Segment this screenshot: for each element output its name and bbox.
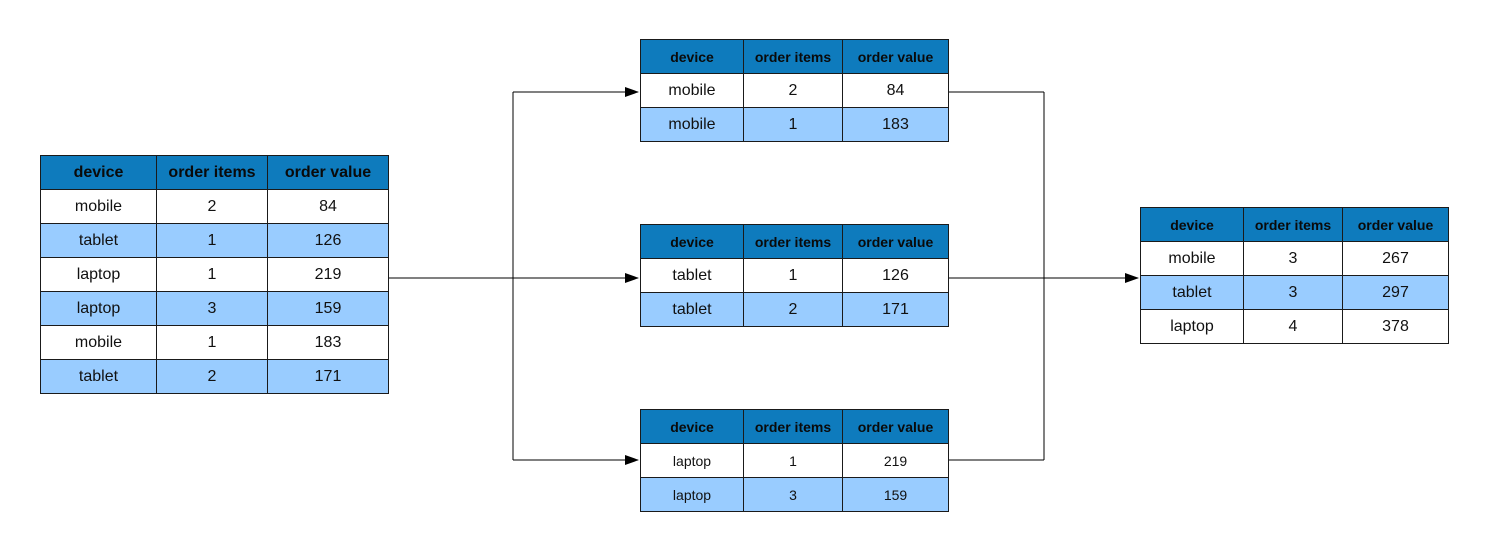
table-row: tablet 2 171 <box>40 359 389 394</box>
table-row: mobile 2 84 <box>40 189 389 224</box>
table-cell: 3 <box>156 291 268 326</box>
table-row: laptop 3 159 <box>640 477 949 512</box>
table-row: tablet 1 126 <box>40 223 389 258</box>
table-cell: 219 <box>842 443 949 478</box>
column-header: device <box>1140 207 1244 242</box>
header-row: device order items order value <box>640 39 949 74</box>
table-row: laptop 1 219 <box>640 443 949 478</box>
table-cell: 1 <box>743 258 843 293</box>
table-row: mobile 1 183 <box>640 107 949 142</box>
table-cell: 219 <box>267 257 389 292</box>
table-cell: 378 <box>1342 309 1449 344</box>
table-cell: 2 <box>156 189 268 224</box>
table-row: tablet 3 297 <box>1140 275 1449 310</box>
column-header: order value <box>267 155 389 190</box>
table-cell: 1 <box>156 325 268 360</box>
table-cell: 2 <box>156 359 268 394</box>
table-cell: 1 <box>156 223 268 258</box>
header-row: device order items order value <box>640 224 949 259</box>
column-header: order items <box>156 155 268 190</box>
table-row: mobile 2 84 <box>640 73 949 108</box>
table-cell: 1 <box>156 257 268 292</box>
column-header: order items <box>743 224 843 259</box>
table-cell: mobile <box>1140 241 1244 276</box>
table-cell: 3 <box>1243 275 1343 310</box>
table-cell: laptop <box>1140 309 1244 344</box>
table-cell: laptop <box>40 291 157 326</box>
table-cell: 1 <box>743 443 843 478</box>
table-cell: 171 <box>267 359 389 394</box>
table-row: mobile 1 183 <box>40 325 389 360</box>
table-cell: 4 <box>1243 309 1343 344</box>
table-cell: tablet <box>40 223 157 258</box>
table-cell: mobile <box>40 189 157 224</box>
table-cell: 3 <box>743 477 843 512</box>
table-row: laptop 1 219 <box>40 257 389 292</box>
table-row: tablet 2 171 <box>640 292 949 327</box>
group-table-laptop: device order items order value laptop 1 219 la… <box>640 409 949 512</box>
table-cell: 3 <box>1243 241 1343 276</box>
column-header: order value <box>842 409 949 444</box>
table-cell: 159 <box>842 477 949 512</box>
table-cell: mobile <box>640 107 744 142</box>
table-cell: laptop <box>40 257 157 292</box>
table-row: laptop 3 159 <box>40 291 389 326</box>
table-cell: tablet <box>40 359 157 394</box>
column-header: order value <box>1342 207 1449 242</box>
table-cell: laptop <box>640 477 744 512</box>
column-header: order value <box>842 39 949 74</box>
table-cell: 2 <box>743 73 843 108</box>
table-cell: 2 <box>743 292 843 327</box>
table-cell: 84 <box>267 189 389 224</box>
group-table-mobile: device order items order value mobile 2 84 mob… <box>640 39 949 142</box>
table-cell: tablet <box>640 292 744 327</box>
column-header: order value <box>842 224 949 259</box>
table-cell: 171 <box>842 292 949 327</box>
column-header: device <box>640 409 744 444</box>
result-table: device order items order value mobile 3 267 ta… <box>1140 207 1449 344</box>
column-header: device <box>640 39 744 74</box>
table-cell: 183 <box>842 107 949 142</box>
table-cell: 267 <box>1342 241 1449 276</box>
table-cell: laptop <box>640 443 744 478</box>
table-cell: 183 <box>267 325 389 360</box>
header-row: device order items order value <box>1140 207 1449 242</box>
column-header: order items <box>1243 207 1343 242</box>
column-header: device <box>40 155 157 190</box>
table-cell: 126 <box>267 223 389 258</box>
table-row: mobile 3 267 <box>1140 241 1449 276</box>
group-table-tablet: device order items order value tablet 1 126 ta… <box>640 224 949 327</box>
table-cell: 84 <box>842 73 949 108</box>
table-cell: tablet <box>1140 275 1244 310</box>
header-row: device order items order value <box>640 409 949 444</box>
header-row: device order items order value <box>40 155 389 190</box>
table-cell: tablet <box>640 258 744 293</box>
table-row: laptop 4 378 <box>1140 309 1449 344</box>
table-cell: 1 <box>743 107 843 142</box>
column-header: order items <box>743 39 843 74</box>
table-cell: 159 <box>267 291 389 326</box>
column-header: order items <box>743 409 843 444</box>
column-header: device <box>640 224 744 259</box>
table-cell: 126 <box>842 258 949 293</box>
table-cell: mobile <box>40 325 157 360</box>
table-cell: mobile <box>640 73 744 108</box>
table-cell: 297 <box>1342 275 1449 310</box>
table-row: tablet 1 126 <box>640 258 949 293</box>
source-table: device order items order value mobile 2 84 tab… <box>40 155 389 394</box>
